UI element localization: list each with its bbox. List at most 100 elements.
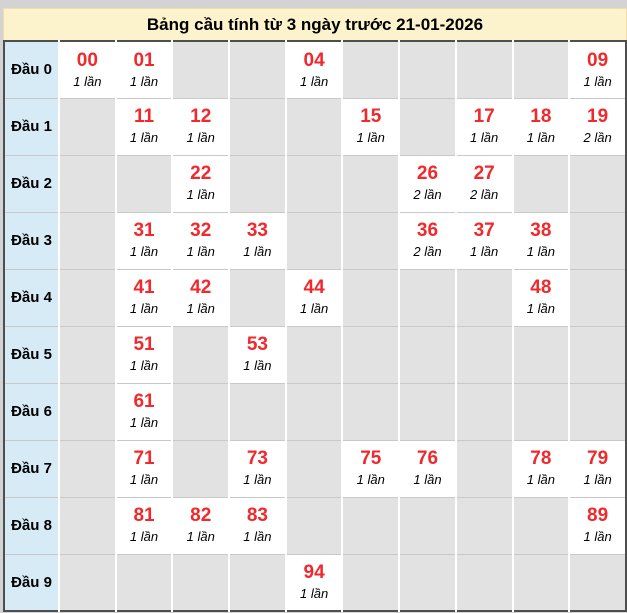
cell-number-94: 94 1 lần [284, 554, 343, 612]
empty-cell [568, 269, 626, 327]
empty-cell [568, 326, 626, 384]
table-row: Đầu 5 51 1 lần 53 1 lần [4, 326, 626, 384]
empty-cell [284, 383, 343, 441]
empty-cell [228, 155, 286, 213]
loto-number: 76 [416, 448, 439, 470]
occurrence-count: 1 lần [129, 244, 159, 260]
empty-cell [341, 326, 400, 384]
empty-cell [568, 155, 626, 213]
empty-cell [341, 554, 400, 612]
cell-number-71: 71 1 lần [114, 440, 173, 498]
loto-number: 32 [190, 220, 212, 242]
empty-cell [454, 440, 513, 498]
empty-cell [341, 383, 400, 441]
loto-number: 78 [530, 448, 552, 470]
empty-cell [511, 554, 570, 612]
occurrence-count: 1 lần [470, 244, 499, 260]
occurrence-count: 1 lần [243, 244, 272, 260]
row-header-dau-0: Đầu 0 [4, 41, 59, 99]
cell-number-42: 42 1 lần [171, 269, 230, 327]
loto-number: 81 [133, 505, 155, 527]
loto-number: 73 [246, 448, 268, 470]
empty-cell [171, 440, 230, 498]
cell-number-04: 04 1 lần [284, 41, 343, 99]
cell-number-82: 82 1 lần [171, 497, 230, 555]
loto-number: 15 [360, 106, 382, 128]
occurrence-count: 1 lần [129, 301, 159, 317]
occurrence-count: 1 lần [583, 472, 612, 488]
empty-cell [228, 554, 286, 612]
occurrence-count: 1 lần [129, 415, 159, 431]
cell-number-12: 12 1 lần [171, 98, 230, 156]
cell-number-27: 27 2 lần [454, 155, 513, 213]
loto-number: 01 [133, 49, 155, 71]
table-row: Đầu 3 31 1 lần 32 1 lần 33 1 lần 36 2 lần 37 1 lần… [4, 212, 626, 270]
occurrence-count: 1 lần [186, 130, 215, 146]
row-header-dau-8: Đầu 8 [4, 497, 59, 555]
cell-number-73: 73 1 lần [228, 440, 286, 498]
loto-number: 48 [530, 277, 552, 299]
cell-number-48: 48 1 lần [511, 269, 570, 327]
loto-number: 00 [76, 49, 98, 71]
loto-number: 12 [190, 106, 212, 128]
occurrence-count: 1 lần [526, 130, 555, 146]
empty-cell [398, 326, 456, 384]
loto-number: 44 [303, 277, 325, 299]
occurrence-count: 2 lần [583, 130, 612, 146]
cau-board: Bảng cầu tính từ 3 ngày trước 21-01-2026… [3, 8, 627, 612]
table-row: Đầu 0 00 1 lần 01 1 lần 04 1 lần 09 1 lần [4, 41, 626, 99]
empty-cell [511, 383, 570, 441]
loto-number: 51 [133, 334, 155, 356]
cell-number-78: 78 1 lần [511, 440, 570, 498]
occurrence-count: 2 lần [413, 187, 442, 203]
occurrence-count: 1 lần [356, 472, 385, 488]
occurrence-count: 1 lần [186, 244, 215, 260]
loto-number: 75 [360, 448, 382, 470]
empty-cell [511, 326, 570, 384]
occurrence-count: 1 lần [129, 130, 159, 146]
loto-number: 17 [473, 106, 495, 128]
empty-cell [58, 98, 116, 156]
cell-number-19: 19 2 lần [568, 98, 626, 156]
occurrence-count: 1 lần [356, 130, 385, 146]
table-row: Đầu 6 61 1 lần [4, 383, 626, 441]
cell-number-17: 17 1 lần [454, 98, 513, 156]
occurrence-count: 1 lần [583, 529, 612, 545]
occurrence-count: 1 lần [413, 472, 442, 488]
occurrence-count: 1 lần [129, 472, 159, 488]
empty-cell [454, 383, 513, 441]
row-header-dau-3: Đầu 3 [4, 212, 59, 270]
empty-cell [58, 326, 116, 384]
occurrence-count: 1 lần [243, 529, 272, 545]
row-header-dau-5: Đầu 5 [4, 326, 59, 384]
occurrence-count: 1 lần [186, 529, 215, 545]
board-title: Bảng cầu tính từ 3 ngày trước 21-01-2026 [3, 8, 627, 40]
loto-number: 71 [133, 448, 155, 470]
occurrence-count: 1 lần [299, 73, 329, 89]
loto-number: 83 [246, 505, 268, 527]
empty-cell [171, 383, 230, 441]
empty-cell [58, 497, 116, 555]
loto-number: 04 [303, 49, 325, 71]
loto-number: 22 [190, 163, 212, 185]
occurrence-count: 1 lần [526, 301, 555, 317]
empty-cell [58, 440, 116, 498]
occurrence-count: 1 lần [129, 358, 159, 374]
cell-number-37: 37 1 lần [454, 212, 513, 270]
loto-number: 38 [530, 220, 552, 242]
empty-cell [454, 554, 513, 612]
cell-number-22: 22 1 lần [171, 155, 230, 213]
loto-number: 37 [473, 220, 495, 242]
cell-number-38: 38 1 lần [511, 212, 570, 270]
empty-cell [228, 383, 286, 441]
loto-number: 42 [190, 277, 212, 299]
cell-number-36: 36 2 lần [398, 212, 456, 270]
loto-number: 53 [246, 334, 268, 356]
empty-cell [228, 41, 286, 99]
empty-cell [511, 41, 570, 99]
empty-cell [58, 554, 116, 612]
loto-number: 19 [587, 106, 609, 128]
cell-number-32: 32 1 lần [171, 212, 230, 270]
cell-number-83: 83 1 lần [228, 497, 286, 555]
empty-cell [341, 41, 400, 99]
